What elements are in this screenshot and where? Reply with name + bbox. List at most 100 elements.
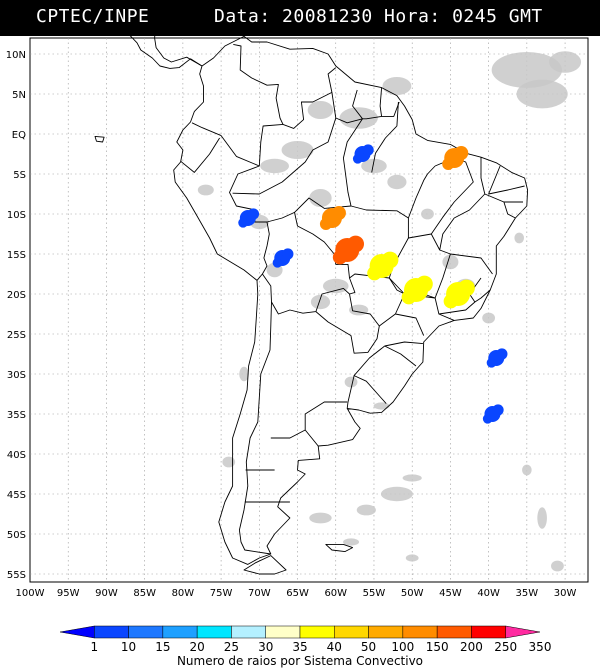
south-america-coastline bbox=[173, 36, 529, 565]
color-scale-label: 20 bbox=[190, 640, 205, 654]
longitude-tick-label: 45W bbox=[439, 588, 462, 599]
cloud-patch bbox=[309, 189, 332, 207]
state-border bbox=[407, 218, 441, 251]
color-scale-swatch bbox=[299, 625, 335, 639]
state-border bbox=[488, 165, 525, 195]
convective-system-mato-grosso-north bbox=[319, 206, 346, 230]
latitude-tick-label: 35S bbox=[7, 410, 26, 421]
longitude-tick-label: 75W bbox=[210, 588, 233, 599]
latitude-tick-label: 20S bbox=[7, 290, 26, 301]
color-scale-swatch bbox=[334, 625, 369, 639]
latitude-tick-label: 25S bbox=[7, 330, 26, 341]
state-border bbox=[407, 165, 436, 219]
cloud-patch bbox=[222, 456, 236, 468]
province-border bbox=[304, 401, 348, 447]
cloud-patch bbox=[239, 366, 249, 382]
color-scale-swatches bbox=[59, 625, 541, 639]
country-border bbox=[266, 211, 356, 295]
latitude-tick-label: 5S bbox=[13, 170, 26, 181]
color-scale-labels: 1 10 15 20 25 30 35 40 50 100 150 200 250 350 bbox=[90, 640, 551, 654]
cloud-patch bbox=[405, 554, 419, 562]
central-america-caribbean-coast bbox=[154, 36, 203, 67]
state-border bbox=[350, 205, 409, 219]
coastline-borders bbox=[94, 36, 529, 575]
state-border bbox=[342, 118, 363, 207]
latitude-tick-label: 5N bbox=[12, 90, 26, 101]
longitude-tick-label: 50W bbox=[401, 588, 424, 599]
color-scale-swatch bbox=[59, 625, 95, 639]
convective-system-maranhao bbox=[442, 146, 469, 170]
cloud-patch bbox=[491, 52, 563, 88]
state-border bbox=[384, 345, 417, 367]
country-border bbox=[282, 67, 337, 129]
longitude-tick-label: 55W bbox=[363, 588, 386, 599]
latitude-tick-label: 50S bbox=[7, 530, 26, 541]
longitude-tick-label: 90W bbox=[95, 588, 118, 599]
cloud-patch bbox=[549, 51, 582, 73]
state-border bbox=[232, 117, 337, 195]
color-scale-swatch bbox=[196, 625, 232, 639]
color-scale-label: 100 bbox=[391, 640, 414, 654]
state-border bbox=[503, 201, 516, 219]
cloud-patch bbox=[551, 560, 564, 572]
color-scale-label: 150 bbox=[426, 640, 449, 654]
cloud-patch bbox=[373, 402, 390, 410]
cloud-patch bbox=[281, 141, 314, 159]
convective-system-atlantic-south bbox=[486, 348, 508, 368]
cloud-patch bbox=[260, 158, 290, 174]
convective-system-acre-rondonia bbox=[238, 208, 260, 228]
convective-system-minas-west bbox=[401, 275, 433, 305]
state-border bbox=[438, 301, 476, 315]
latitude-tick-label: 10S bbox=[7, 210, 26, 221]
cloud-patch bbox=[442, 254, 459, 270]
country-border bbox=[191, 43, 284, 167]
color-scale-label: 35 bbox=[292, 640, 307, 654]
color-scale-label: 1 bbox=[90, 640, 98, 654]
color-scale-label: 15 bbox=[155, 640, 170, 654]
convective-system-minas-east bbox=[443, 279, 475, 309]
cloud-patch bbox=[310, 294, 331, 310]
longitude-tick-label: 100W bbox=[16, 588, 45, 599]
color-scale-label: 200 bbox=[460, 640, 483, 654]
longitude-tick-label: 65W bbox=[286, 588, 309, 599]
country-border bbox=[346, 375, 355, 409]
color-scale-swatch bbox=[265, 625, 301, 639]
country-border bbox=[315, 293, 380, 354]
organization-label: CPTEC/INPE bbox=[36, 6, 150, 27]
longitude-tick-label: 70W bbox=[248, 588, 271, 599]
color-scale-label: 30 bbox=[258, 640, 273, 654]
lightning-map: 10N5NEQ5S10S15S20S25S30S35S40S45S50S55S … bbox=[6, 36, 589, 599]
longitude-tick-label: 60W bbox=[324, 588, 347, 599]
longitude-tick-label: 85W bbox=[133, 588, 156, 599]
longitude-tick-label: 30W bbox=[554, 588, 577, 599]
state-border bbox=[439, 217, 493, 275]
country-border bbox=[379, 87, 383, 117]
cloud-patch bbox=[380, 486, 413, 502]
color-scale-swatch bbox=[231, 625, 266, 639]
longitude-labels: 100W 95W 90W 85W 80W 75W 70W 65W 60W 55W 50W 45W 40W… bbox=[16, 588, 577, 599]
color-scale-title: Numero de raios por Sistema Convectivo bbox=[176, 654, 424, 668]
latitude-tick-label: 30S bbox=[7, 370, 26, 381]
color-scale-swatch bbox=[368, 625, 404, 639]
cloud-patch bbox=[197, 184, 214, 196]
tierra-del-fuego bbox=[243, 555, 287, 575]
country-border bbox=[352, 89, 363, 120]
cloud-patch bbox=[344, 376, 358, 388]
cloud-patch bbox=[387, 174, 407, 190]
cloud-patch bbox=[307, 101, 334, 119]
state-border bbox=[371, 101, 399, 173]
country-border bbox=[238, 301, 272, 555]
color-scale-swatch bbox=[162, 625, 198, 639]
cloud-patch bbox=[421, 208, 434, 220]
cloud-patch bbox=[537, 507, 547, 529]
color-scale-swatch bbox=[94, 625, 129, 639]
color-scale-label: 350 bbox=[529, 640, 552, 654]
convective-systems bbox=[238, 144, 508, 424]
cloud-patch bbox=[514, 232, 525, 244]
convective-system-mato-grosso-central bbox=[332, 235, 365, 265]
color-scale-swatch bbox=[402, 625, 438, 639]
color-scale-label: 50 bbox=[361, 640, 376, 654]
color-scale-label: 250 bbox=[494, 640, 517, 654]
state-border bbox=[395, 313, 425, 336]
cloud-patch bbox=[339, 107, 378, 129]
